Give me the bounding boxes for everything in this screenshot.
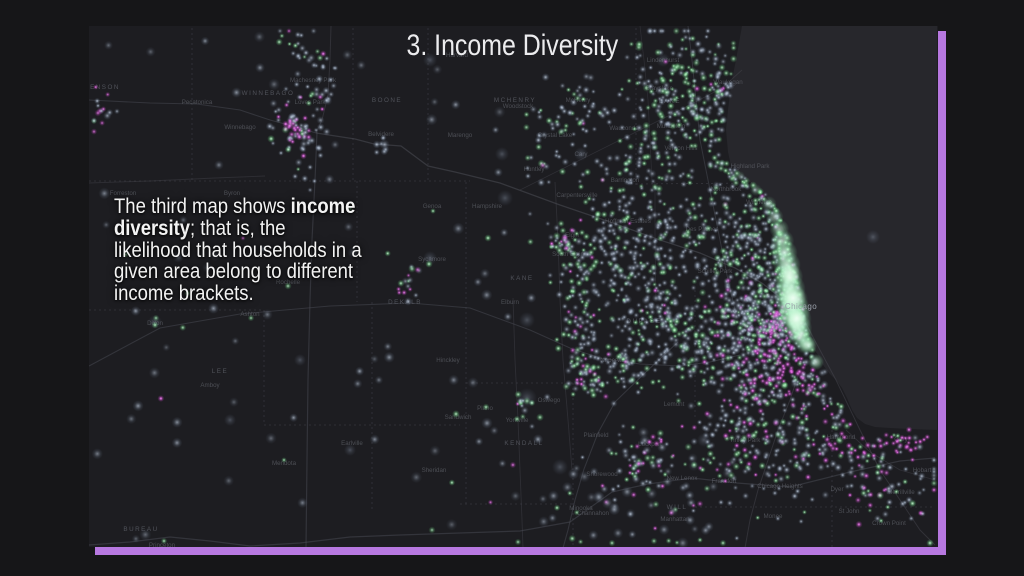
svg-text:Woodstock: Woodstock	[503, 103, 534, 110]
svg-text:LEE: LEE	[212, 368, 228, 375]
svg-text:Vernon Hills: Vernon Hills	[664, 145, 697, 152]
svg-text:Des Plaines: Des Plaines	[685, 226, 718, 233]
svg-text:Amboy: Amboy	[200, 382, 220, 389]
svg-text:MCHENRY: MCHENRY	[494, 97, 536, 104]
svg-text:Forreston: Forreston	[110, 190, 137, 197]
svg-text:Hobart: Hobart	[913, 467, 932, 474]
svg-text:St John: St John	[839, 508, 861, 515]
svg-text:HENSON: HENSON	[84, 84, 120, 91]
svg-text:Oswego: Oswego	[538, 397, 561, 404]
svg-text:Huntley: Huntley	[524, 166, 546, 173]
svg-text:Plainfield: Plainfield	[583, 432, 609, 439]
svg-text:Monee: Monee	[764, 513, 783, 520]
svg-text:Winnebago: Winnebago	[224, 124, 256, 131]
svg-text:Pecatonica: Pecatonica	[182, 99, 213, 106]
svg-text:Mendota: Mendota	[272, 460, 297, 467]
svg-text:Elgin: Elgin	[565, 232, 579, 239]
svg-text:Chicago: Chicago	[785, 302, 817, 311]
svg-text:Sandwich: Sandwich	[445, 414, 472, 421]
svg-text:Northbrook: Northbrook	[711, 186, 743, 193]
svg-text:Winnetka: Winnetka	[746, 199, 772, 206]
svg-text:Earlville: Earlville	[341, 440, 363, 447]
svg-text:BOONE: BOONE	[372, 97, 402, 104]
svg-text:Sheridan: Sheridan	[422, 467, 447, 474]
svg-text:Carpentersville: Carpentersville	[556, 192, 598, 199]
svg-text:KENDALL: KENDALL	[504, 440, 543, 447]
svg-text:Byron: Byron	[224, 190, 241, 197]
svg-text:Harvard: Harvard	[446, 52, 469, 59]
svg-text:Merrillville: Merrillville	[887, 489, 915, 496]
svg-text:Minooka: Minooka	[569, 505, 593, 512]
svg-text:New Lenox: New Lenox	[667, 475, 699, 482]
svg-text:Lemont: Lemont	[664, 401, 685, 408]
svg-text:Machesney Park: Machesney Park	[290, 77, 337, 84]
svg-text:Ashton: Ashton	[240, 311, 260, 318]
svg-text:Crown Point: Crown Point	[872, 520, 906, 527]
svg-text:Crystal Lake: Crystal Lake	[538, 132, 573, 139]
svg-text:BUREAU: BUREAU	[123, 526, 158, 533]
svg-text:Channahon: Channahon	[577, 510, 610, 517]
svg-text:Marengo: Marengo	[448, 132, 473, 139]
svg-text:Elburn: Elburn	[501, 299, 519, 306]
svg-text:Princeton: Princeton	[149, 542, 176, 549]
svg-text:Dyer: Dyer	[830, 486, 843, 493]
svg-text:Belvidere: Belvidere	[368, 131, 394, 138]
svg-text:Manhattan: Manhattan	[660, 516, 690, 523]
svg-text:Hampshire: Hampshire	[472, 203, 502, 210]
svg-text:Genoa: Genoa	[423, 203, 442, 210]
svg-text:Shorewood: Shorewood	[586, 471, 618, 478]
svg-text:Hinckley: Hinckley	[436, 357, 460, 364]
svg-text:Highland Park: Highland Park	[731, 163, 771, 170]
svg-text:South Elgin: South Elgin	[552, 251, 584, 258]
svg-text:WINNEBAGO: WINNEBAGO	[242, 90, 295, 97]
svg-text:KANE: KANE	[510, 275, 533, 282]
